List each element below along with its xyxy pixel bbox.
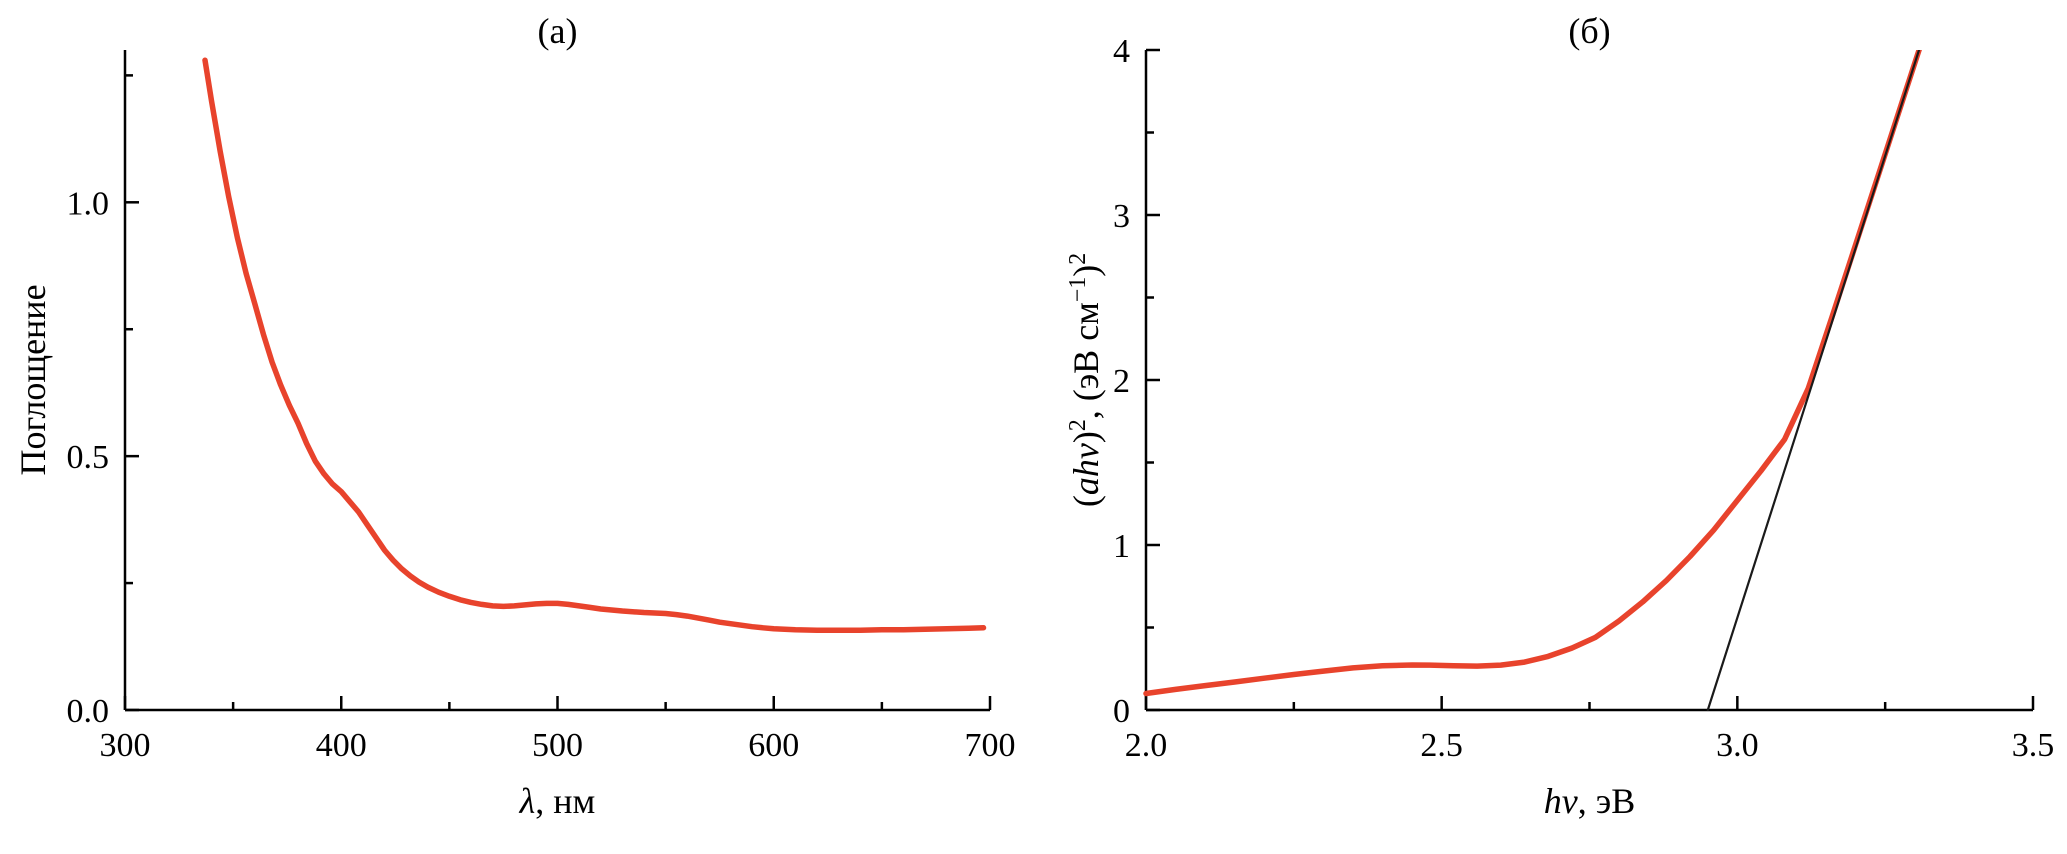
axis-title-segment: ): [1066, 431, 1107, 444]
y-tick-label: 1: [1113, 528, 1130, 565]
x-tick-label: 300: [100, 727, 151, 764]
series-absorption-spectrum: [202, 57, 987, 634]
panel-b-label: (б): [1568, 11, 1611, 51]
panel-b-y-axis-title: (ahν)2, (эВ см−1)2: [1065, 253, 1107, 507]
axes: [123, 50, 992, 712]
axis-title-segment: ahν: [1066, 443, 1107, 496]
axis-title-segment: −1: [1065, 276, 1092, 303]
panel-b-tauc-plot: (б) 2.0 2.5 3.0 3.5 0 1 2 3 4 (ahν)2, (эВ см−1)2…: [1034, 0, 2067, 854]
axis-title-segment: Поглощение: [13, 284, 54, 476]
x-tick-label: 3.5: [2012, 727, 2055, 764]
tick-labels: 2.0 2.5 3.0 3.5 0 1 2 3 4: [1113, 33, 2054, 764]
axis-title-segment: hν: [1543, 781, 1578, 821]
y-tick-label: 3: [1113, 198, 1130, 235]
tauc-plot: 2.0 2.5 3.0 3.5 0 1 2 3 4: [1113, 33, 2054, 764]
y-tick-label: 2: [1113, 363, 1130, 400]
panel-a-absorption-spectrum: (а) 300 400 500 600 700 0.0 0.5 1.0 Поглощение …: [0, 0, 1033, 854]
axis-title-segment: 2: [1065, 252, 1092, 265]
x-tick-label: 3.0: [1716, 727, 1759, 764]
y-tick-label: 0.5: [67, 439, 110, 476]
axis-title-segment: , эВ: [1577, 781, 1636, 821]
panel-a-x-axis-title: λ, нм: [125, 780, 990, 823]
axis-title-segment: , (эВ см: [1066, 302, 1107, 420]
series-tangent-line: [1706, 50, 1921, 712]
panel-b-x-axis-title: hν, эВ: [1146, 780, 2033, 823]
axis-title-segment: λ: [519, 781, 536, 821]
x-tick-label: 2.0: [1125, 727, 1168, 764]
axes: [1144, 48, 2035, 712]
y-tick-label: 0.0: [67, 693, 110, 730]
absorption-spectrum-plot: 300 400 500 600 700 0.0 0.5 1.0: [67, 50, 1016, 764]
panel-a-label: (а): [537, 11, 578, 51]
series-tauc-curve: [1143, 50, 1922, 697]
x-tick-label: 600: [748, 727, 799, 764]
axis-title-segment: , нм: [535, 781, 596, 821]
y-tick-label: 4: [1113, 33, 1130, 70]
axis-title-segment: 2: [1065, 419, 1092, 432]
x-tick-label: 2.5: [1420, 727, 1463, 764]
axis-title-segment: ): [1066, 264, 1107, 277]
axis-title-segment: (: [1066, 495, 1107, 508]
x-tick-label: 400: [316, 727, 367, 764]
tick-labels: 300 400 500 600 700 0.0 0.5 1.0: [67, 185, 1016, 764]
x-tick-label: 700: [965, 727, 1016, 764]
y-tick-label: 0: [1113, 693, 1130, 730]
x-tick-label: 500: [532, 727, 583, 764]
panel-a-y-axis-title: Поглощение: [13, 284, 54, 476]
y-tick-label: 1.0: [67, 185, 110, 222]
